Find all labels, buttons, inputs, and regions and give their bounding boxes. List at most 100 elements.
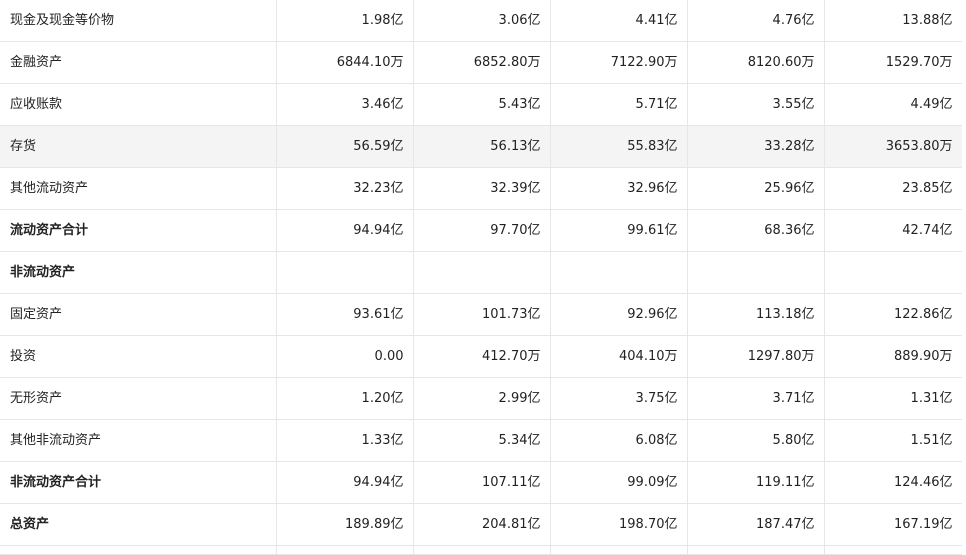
cell-value: 32.23亿 <box>276 167 414 210</box>
row-label: 流动资产合计 <box>0 209 277 252</box>
table-row: 固定资产 93.61亿 101.73亿 92.96亿 113.18亿 122.8… <box>0 293 962 336</box>
cell-value: 32.96亿 <box>550 167 688 210</box>
row-label: 非流动资产合计 <box>0 461 277 504</box>
cell-value: 889.90万 <box>824 335 962 378</box>
cell-value: 33.28亿 <box>687 125 825 168</box>
cell-value: 124.46亿 <box>824 461 962 504</box>
cell-value: 7122.90万 <box>550 41 688 84</box>
table-row-section-header: 非流动资产 <box>0 251 962 294</box>
row-label: 现金及现金等价物 <box>0 0 277 42</box>
row-label: 无形资产 <box>0 377 277 420</box>
table-row-hovered: 存货 56.59亿 56.13亿 55.83亿 33.28亿 3653.80万 <box>0 125 962 168</box>
section-label: 非流动资产 <box>0 251 277 294</box>
row-label: 金融资产 <box>0 41 277 84</box>
cell-value: 93.61亿 <box>276 293 414 336</box>
cell-value: 5.43亿 <box>413 83 551 126</box>
table-row: 金融资产 6844.10万 6852.80万 7122.90万 8120.60万… <box>0 41 962 84</box>
cell-value <box>824 251 962 294</box>
cell-value: 1297.80万 <box>687 335 825 378</box>
cell-value: 1.51亿 <box>824 419 962 462</box>
cell-value <box>550 251 688 294</box>
table-row: 应收账款 3.46亿 5.43亿 5.71亿 3.55亿 4.49亿 <box>0 83 962 126</box>
cell-value <box>550 545 688 555</box>
cell-value: 3.46亿 <box>276 83 414 126</box>
cell-value: 6852.80万 <box>413 41 551 84</box>
row-label: 其他流动资产 <box>0 167 277 210</box>
cell-value: 1.98亿 <box>276 0 414 42</box>
cell-value: 6844.10万 <box>276 41 414 84</box>
cell-value <box>413 251 551 294</box>
table-row-subtotal: 流动资产合计 94.94亿 97.70亿 99.61亿 68.36亿 42.74… <box>0 209 962 252</box>
cell-value: 8120.60万 <box>687 41 825 84</box>
cell-value: 68.36亿 <box>687 209 825 252</box>
cell-value: 4.41亿 <box>550 0 688 42</box>
cell-value: 3.06亿 <box>413 0 551 42</box>
cell-value <box>276 251 414 294</box>
cell-value: 13.88亿 <box>824 0 962 42</box>
cell-value: 167.19亿 <box>824 503 962 546</box>
cell-value: 6.08亿 <box>550 419 688 462</box>
cell-value <box>687 545 825 555</box>
cell-value: 1.33亿 <box>276 419 414 462</box>
row-label: 存货 <box>0 125 277 168</box>
table-row-subtotal: 非流动资产合计 94.94亿 107.11亿 99.09亿 119.11亿 12… <box>0 461 962 504</box>
cell-value: 122.86亿 <box>824 293 962 336</box>
cell-value: 5.80亿 <box>687 419 825 462</box>
cell-value: 198.70亿 <box>550 503 688 546</box>
cell-value: 0.00 <box>276 335 414 378</box>
cell-value: 94.94亿 <box>276 461 414 504</box>
cell-value: 3.55亿 <box>687 83 825 126</box>
cell-value: 23.85亿 <box>824 167 962 210</box>
cell-value: 2.99亿 <box>413 377 551 420</box>
table-row: 投资 0.00 412.70万 404.10万 1297.80万 889.90万 <box>0 335 962 378</box>
cell-value <box>413 545 551 555</box>
cell-value: 119.11亿 <box>687 461 825 504</box>
cell-value: 1.20亿 <box>276 377 414 420</box>
table-row-partial <box>0 545 962 555</box>
cell-value: 412.70万 <box>413 335 551 378</box>
row-label: 总资产 <box>0 503 277 546</box>
cell-value: 25.96亿 <box>687 167 825 210</box>
cell-value: 404.10万 <box>550 335 688 378</box>
cell-value: 187.47亿 <box>687 503 825 546</box>
row-label: 固定资产 <box>0 293 277 336</box>
cell-value: 5.71亿 <box>550 83 688 126</box>
cell-value <box>824 545 962 555</box>
cell-value: 32.39亿 <box>413 167 551 210</box>
cell-value: 4.76亿 <box>687 0 825 42</box>
cell-value: 56.13亿 <box>413 125 551 168</box>
cell-value: 42.74亿 <box>824 209 962 252</box>
row-label: 应收账款 <box>0 83 277 126</box>
cell-value: 55.83亿 <box>550 125 688 168</box>
cell-value: 92.96亿 <box>550 293 688 336</box>
cell-value <box>687 251 825 294</box>
cell-value: 99.09亿 <box>550 461 688 504</box>
table-row: 其他非流动资产 1.33亿 5.34亿 6.08亿 5.80亿 1.51亿 <box>0 419 962 462</box>
cell-value: 3653.80万 <box>824 125 962 168</box>
cell-value: 107.11亿 <box>413 461 551 504</box>
row-label: 投资 <box>0 335 277 378</box>
cell-value: 113.18亿 <box>687 293 825 336</box>
cell-value: 3.71亿 <box>687 377 825 420</box>
cell-value: 1529.70万 <box>824 41 962 84</box>
cell-value: 204.81亿 <box>413 503 551 546</box>
cell-value: 1.31亿 <box>824 377 962 420</box>
cell-value: 97.70亿 <box>413 209 551 252</box>
cell-value: 3.75亿 <box>550 377 688 420</box>
cell-value: 5.34亿 <box>413 419 551 462</box>
row-label: 其他非流动资产 <box>0 419 277 462</box>
table-row-total: 总资产 189.89亿 204.81亿 198.70亿 187.47亿 167.… <box>0 503 962 546</box>
table-row: 其他流动资产 32.23亿 32.39亿 32.96亿 25.96亿 23.85… <box>0 167 962 210</box>
cell-value: 101.73亿 <box>413 293 551 336</box>
table-row: 现金及现金等价物 1.98亿 3.06亿 4.41亿 4.76亿 13.88亿 <box>0 0 962 42</box>
cell-value: 189.89亿 <box>276 503 414 546</box>
cell-value <box>276 545 414 555</box>
cell-value: 94.94亿 <box>276 209 414 252</box>
row-label <box>0 545 277 555</box>
cell-value: 56.59亿 <box>276 125 414 168</box>
cell-value: 4.49亿 <box>824 83 962 126</box>
cell-value: 99.61亿 <box>550 209 688 252</box>
